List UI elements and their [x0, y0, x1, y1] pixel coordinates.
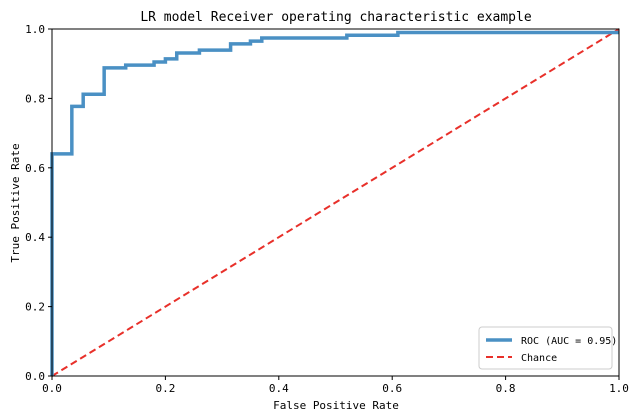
legend-entry: ROC (AUC = 0.95) [521, 336, 617, 347]
y-tick-label: 0.4 [25, 231, 45, 244]
chart-title: LR model Receiver operating characterist… [140, 10, 532, 25]
y-tick-label: 0.2 [25, 301, 45, 314]
x-tick-label: 0.4 [269, 382, 289, 395]
x-axis-label: False Positive Rate [273, 399, 399, 412]
x-tick-label: 0.6 [382, 382, 402, 395]
x-tick-label: 0.8 [496, 382, 516, 395]
series-line-chance [51, 28, 620, 377]
series-line-roc [50, 30, 619, 376]
y-tick-label: 0.6 [25, 162, 45, 175]
y-tick-label: 0.0 [25, 370, 45, 383]
legend-entry: Chance [521, 353, 557, 364]
legend-box [478, 326, 613, 370]
x-tick-label: 0.2 [155, 382, 175, 395]
x-tick-label: 0.0 [42, 382, 62, 395]
plot-frame [51, 28, 620, 377]
y-tick-label: 0.8 [25, 92, 45, 105]
legend: ROC (AUC = 0.95) Chance [478, 326, 617, 370]
y-tick-label: 1.0 [25, 23, 45, 36]
y-axis-label: True Positive Rate [9, 143, 22, 262]
x-tick-label: 1.0 [609, 382, 629, 395]
